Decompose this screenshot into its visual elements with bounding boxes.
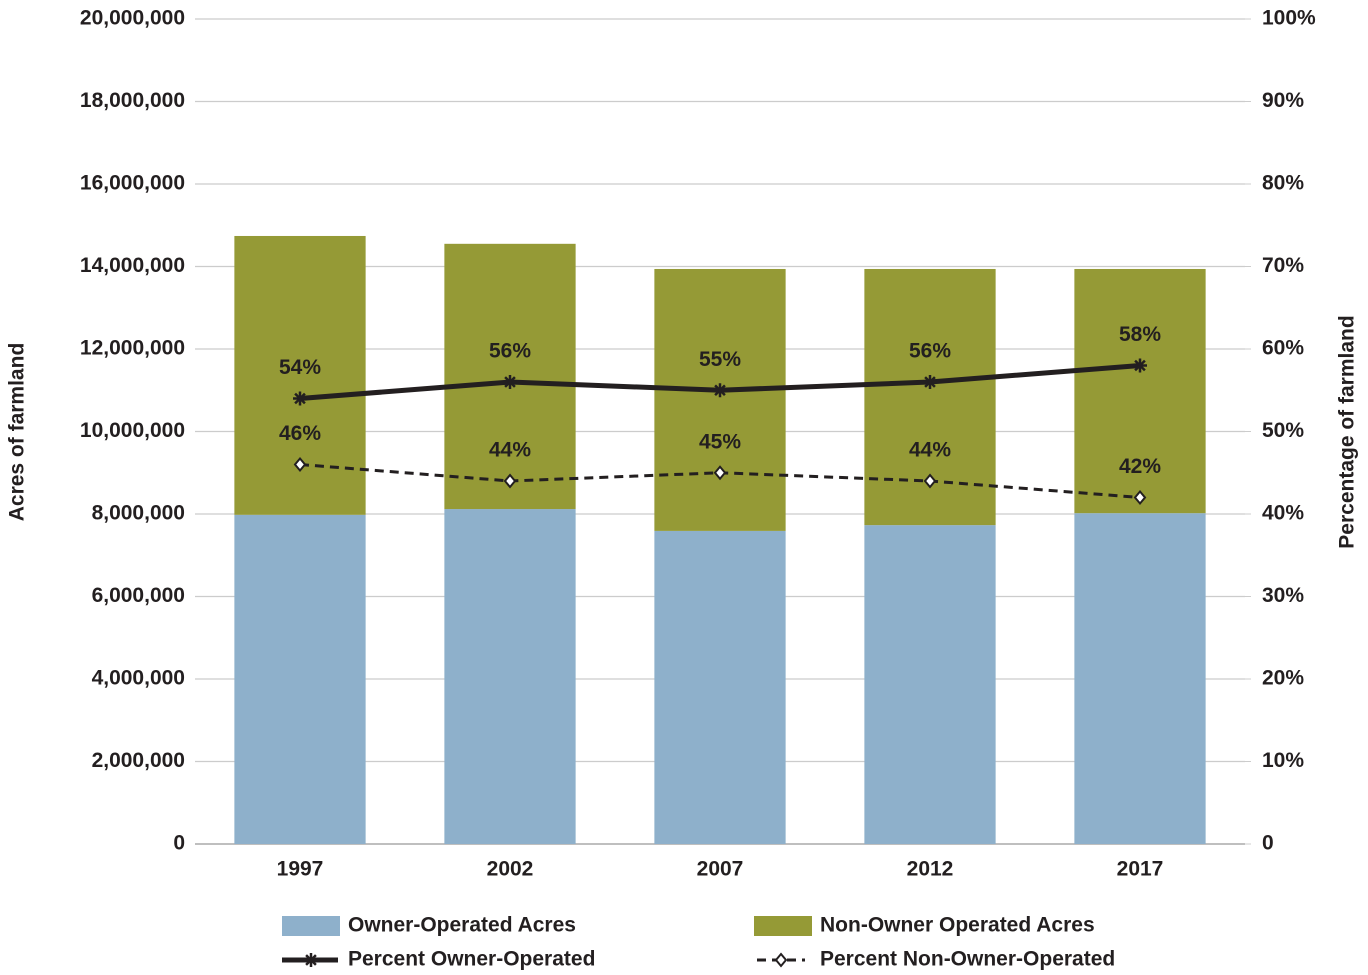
y-axis-title: Acres of farmland: [6, 343, 29, 522]
y2-tick-label: 30%: [1262, 584, 1304, 607]
y-tick-label: 12,000,000: [80, 337, 185, 360]
legend-swatch: [282, 916, 340, 936]
x-tick-label: 1997: [277, 858, 324, 881]
line-marker: [293, 391, 307, 406]
x-tick-label: 2012: [907, 858, 954, 881]
bar-segment: [654, 268, 786, 531]
data-label: 46%: [279, 422, 321, 445]
y-tick-label: 10,000,000: [80, 419, 185, 442]
data-label: 56%: [909, 340, 951, 363]
bar-segment: [864, 525, 996, 844]
line-marker: [923, 473, 937, 489]
y-tick-label: 16,000,000: [80, 172, 185, 195]
legend-marker: [304, 953, 318, 967]
legend-label: Owner-Operated Acres: [348, 914, 576, 937]
legend-label: Percent Owner-Operated: [348, 948, 595, 971]
data-label: 56%: [489, 340, 531, 363]
y-tick-label: 8,000,000: [92, 502, 185, 525]
y-tick-label: 2,000,000: [92, 749, 185, 772]
bar-segment: [1074, 513, 1206, 844]
y2-tick-label: 20%: [1262, 667, 1304, 690]
y-tick-label: 14,000,000: [80, 254, 185, 277]
y2-tick-label: 0: [1262, 832, 1274, 855]
line-marker: [503, 473, 517, 489]
y2-tick-label: 100%: [1262, 7, 1316, 30]
y2-tick-label: 10%: [1262, 749, 1304, 772]
x-tick-label: 2007: [697, 858, 744, 881]
data-label: 45%: [699, 430, 741, 453]
legend-label: Non-Owner Operated Acres: [820, 914, 1095, 937]
data-label: 44%: [489, 439, 531, 462]
legend-swatch: [754, 916, 812, 936]
y2-tick-label: 70%: [1262, 254, 1304, 277]
y-tick-label: 6,000,000: [92, 584, 185, 607]
bar-segment: [654, 530, 786, 844]
line-marker: [713, 383, 727, 398]
bar-segment: [1074, 268, 1206, 514]
line-marker: [503, 375, 517, 389]
line-marker: [1133, 489, 1147, 506]
legend-label: Percent Non-Owner-Operated: [820, 948, 1115, 971]
line-marker: [293, 456, 307, 473]
bar-segment: [444, 509, 576, 844]
x-tick-label: 2017: [1117, 858, 1164, 881]
y-tick-label: 0: [173, 832, 185, 855]
y2-tick-label: 90%: [1262, 89, 1304, 112]
line-marker: [1133, 358, 1147, 373]
y2-tick-label: 80%: [1262, 172, 1304, 195]
legend-marker: [774, 952, 788, 968]
y-tick-label: 20,000,000: [80, 7, 185, 30]
y2-tick-label: 50%: [1262, 419, 1304, 442]
y-tick-label: 18,000,000: [80, 89, 185, 112]
line-marker: [923, 375, 937, 389]
data-label: 54%: [279, 356, 321, 379]
y2-axis-title: Percentage of farmland: [1336, 315, 1359, 548]
data-label: 55%: [699, 348, 741, 371]
data-label: 44%: [909, 439, 951, 462]
y2-tick-label: 60%: [1262, 337, 1304, 360]
data-label: 42%: [1119, 455, 1161, 478]
y-tick-label: 4,000,000: [92, 667, 185, 690]
bar-segment: [234, 514, 366, 844]
data-label: 58%: [1119, 323, 1161, 346]
line-marker: [713, 465, 727, 481]
y2-tick-label: 40%: [1262, 502, 1304, 525]
x-tick-label: 2002: [487, 858, 534, 881]
